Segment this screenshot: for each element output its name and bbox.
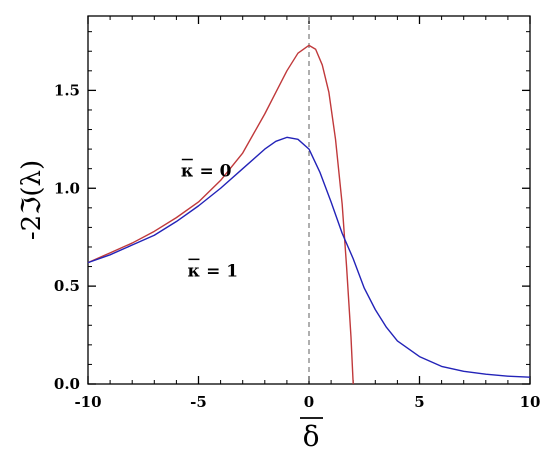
annotation-text: κ = 1 — [187, 261, 238, 281]
minor-ticks — [88, 16, 530, 384]
annotation-kappa-0: κ = 0 — [181, 158, 232, 182]
x-tick-label: -5 — [190, 393, 207, 411]
series-line-0 — [87, 44, 354, 385]
x-tick-label: 10 — [520, 393, 541, 411]
x-axis-title: δ — [300, 417, 323, 453]
y-tick-label: 1.0 — [54, 179, 80, 197]
series-group — [87, 44, 531, 385]
x-tick-label: -10 — [74, 393, 101, 411]
y-tick-label: 1.5 — [54, 81, 80, 99]
series-line-1 — [87, 136, 531, 378]
x-tick-label: 0 — [304, 393, 314, 411]
y-tick-label: 0.0 — [54, 375, 80, 393]
annotation-text: κ = 0 — [181, 162, 232, 182]
x-tick-label: 5 — [414, 393, 424, 411]
y-tick-labels: 0.0 0.5 1.0 1.5 — [54, 81, 80, 393]
x-axis-title-text: δ — [303, 420, 320, 453]
y-axis-title: -2ℑ(λ) — [17, 160, 47, 240]
y-tick-label: 0.5 — [54, 277, 80, 295]
x-tick-labels: -10 -5 0 5 10 — [74, 393, 540, 411]
annotation-kappa-1: κ = 1 — [187, 258, 238, 281]
